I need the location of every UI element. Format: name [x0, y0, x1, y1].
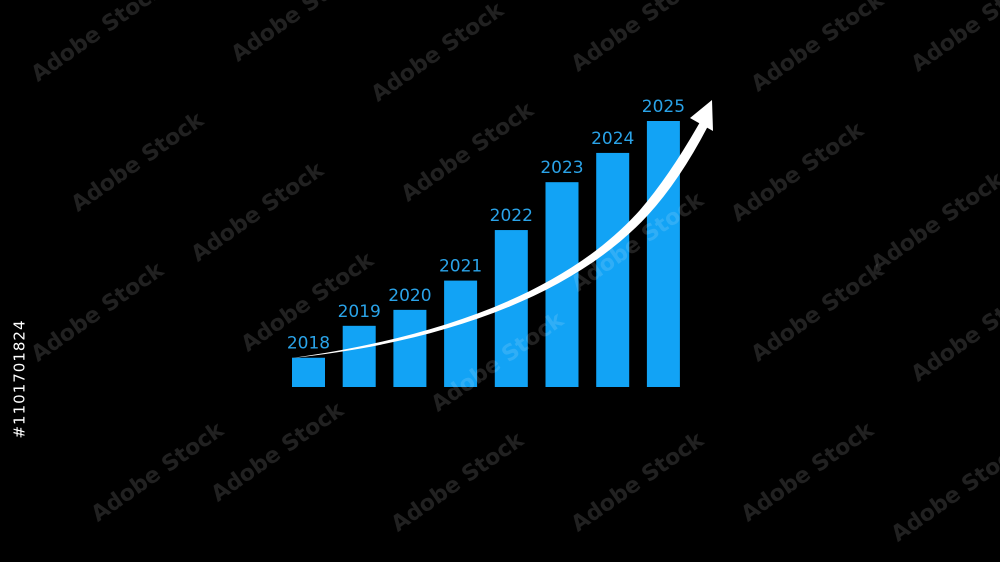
bar-2025 — [646, 121, 680, 387]
bar-label-2019: 2019 — [338, 302, 381, 322]
bar-label-2021: 2021 — [439, 257, 482, 277]
bar-2020 — [393, 309, 427, 387]
bar-label-2023: 2023 — [540, 158, 583, 178]
trend-arrow-head-icon — [690, 100, 713, 131]
bar-label-2018: 2018 — [287, 334, 330, 354]
bar-label-2022: 2022 — [490, 206, 533, 226]
bar-2018 — [292, 357, 325, 387]
bar-label-2020: 2020 — [388, 286, 431, 306]
bar-2019 — [342, 325, 376, 387]
bar-label-2024: 2024 — [591, 129, 634, 149]
bar-2024 — [596, 152, 630, 387]
bar-2021 — [444, 280, 478, 387]
stock-id-label: #1101701824 — [10, 319, 29, 439]
bar-label-2025: 2025 — [642, 97, 685, 117]
